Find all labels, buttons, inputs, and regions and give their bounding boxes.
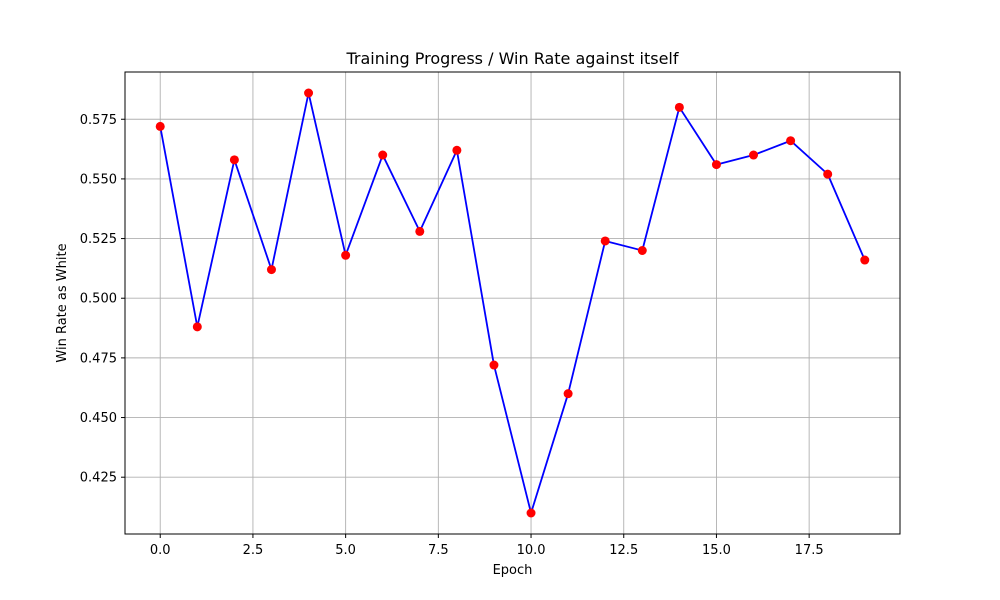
x-tick-label: 15.0 [702,543,731,558]
y-tick-label: 0.525 [80,232,117,247]
x-tick-label: 10.0 [517,543,546,558]
data-point-marker [786,136,796,146]
plot-frame [124,71,901,535]
data-point-marker [378,150,388,160]
series-line [159,92,866,514]
data-point-marker [563,389,573,399]
x-tick-label: 5.0 [335,543,356,558]
data-point-marker [674,102,684,112]
data-point-marker [229,155,239,165]
data-point-marker [415,226,425,236]
y-axis-title: Win Rate as White [55,243,70,362]
chart-title: Training Progress / Win Rate against its… [346,49,679,68]
x-axis-title: Epoch [493,563,533,578]
data-point-marker [266,265,276,275]
y-tick-label: 0.550 [80,172,117,187]
data-point-marker [489,360,499,370]
data-point-marker [526,508,536,518]
data-point-marker [860,255,870,265]
x-tick-label: 12.5 [609,543,638,558]
grid-lines [125,72,900,534]
data-point-marker [711,160,721,170]
data-point-marker [749,150,759,160]
x-tick-label: 0.0 [150,543,171,558]
x-tick-label: 2.5 [243,543,264,558]
series-layer [155,88,870,518]
y-tick-label: 0.425 [80,471,117,486]
y-tick-label: 0.500 [80,292,117,307]
data-point-marker [637,246,647,255]
data-point-marker [304,88,314,98]
y-tick-label: 0.450 [80,411,117,426]
y-tick-label: 0.475 [80,351,117,366]
x-tick-label: 17.5 [795,543,824,558]
data-point-marker [341,250,351,260]
axes: 0.0 2.5 5.0 7.5 10.0 12.5 15.0 17.5 0.425 0.450 0.… [80,71,901,558]
data-point-marker [600,236,610,246]
y-tick-label: 0.575 [80,113,117,128]
data-point-marker [823,169,833,179]
data-point-marker [452,145,462,155]
data-point-marker [192,322,202,332]
data-point-marker [155,121,165,131]
x-tick-label: 7.5 [428,543,449,558]
